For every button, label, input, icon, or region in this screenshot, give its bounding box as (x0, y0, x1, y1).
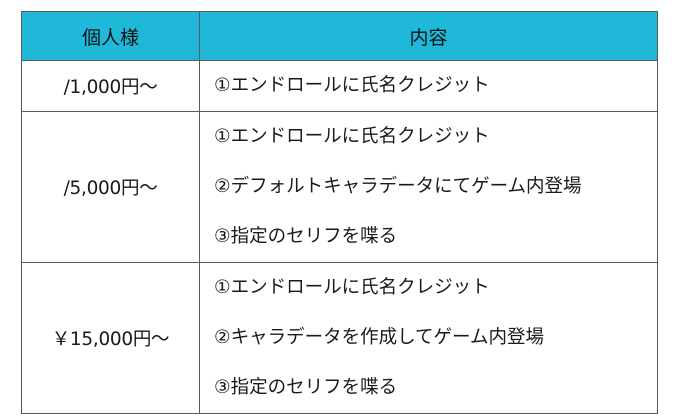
header-content: 内容 (199, 11, 658, 61)
benefit-item: ③指定のセリフを喋る (214, 226, 398, 247)
benefit-item: ②キャラデータを作成してゲーム内登場 (214, 327, 544, 348)
benefit-item: ①エンドロールに氏名クレジット (214, 75, 490, 96)
price-cell: /5,000円～ (21, 111, 200, 263)
pricing-table: 個人様 内容 /1,000円～ ①エンドロールに氏名クレジット /5,000円～… (21, 11, 658, 414)
benefit-item: ③指定のセリフを喋る (214, 377, 398, 398)
content-cell: ①エンドロールに氏名クレジット (199, 60, 658, 112)
benefit-item: ①エンドロールに氏名クレジット (214, 126, 490, 147)
header-individual: 個人様 (21, 11, 200, 61)
table-row: /1,000円～ ①エンドロールに氏名クレジット (21, 60, 658, 112)
price-cell: ￥15,000円～ (21, 262, 200, 414)
benefit-item: ①エンドロールに氏名クレジット (214, 277, 490, 298)
table-header-row: 個人様 内容 (21, 11, 658, 61)
benefit-item: ②デフォルトキャラデータにてゲーム内登場 (214, 176, 582, 197)
content-cell: ①エンドロールに氏名クレジット ②デフォルトキャラデータにてゲーム内登場 ③指定… (199, 111, 658, 263)
table-row: /5,000円～ ①エンドロールに氏名クレジット ②デフォルトキャラデータにてゲ… (21, 111, 658, 263)
content-cell: ①エンドロールに氏名クレジット ②キャラデータを作成してゲーム内登場 ③指定のセ… (199, 262, 658, 414)
table-row: ￥15,000円～ ①エンドロールに氏名クレジット ②キャラデータを作成してゲー… (21, 262, 658, 414)
price-cell: /1,000円～ (21, 60, 200, 112)
